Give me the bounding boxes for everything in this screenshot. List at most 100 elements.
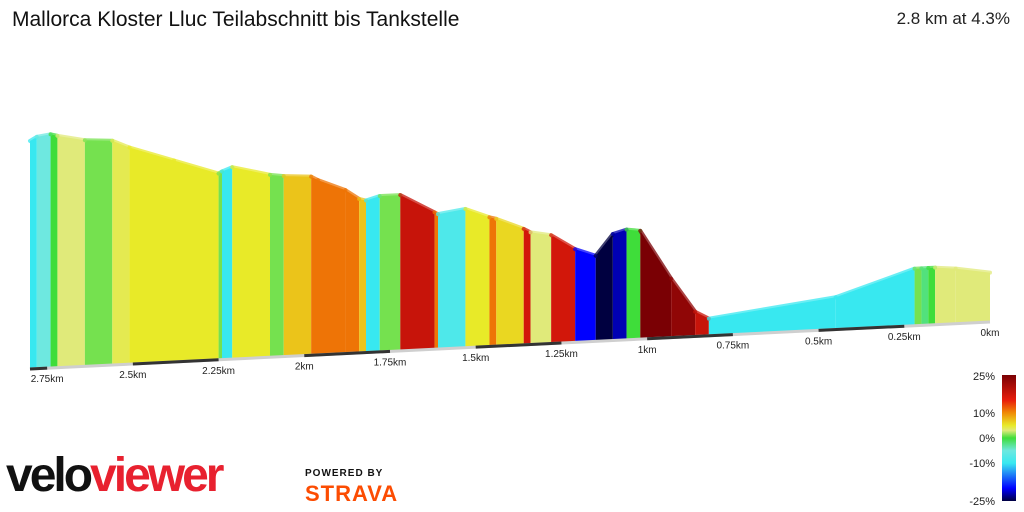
page-title: Mallorca Kloster Lluc Teilabschnitt bis … [12, 8, 460, 31]
profile-segment [626, 229, 641, 340]
logo-viewer-text: viewer [90, 449, 224, 502]
axis-band [304, 349, 391, 358]
profile-top-edge-segment [573, 247, 598, 258]
profile-top-edge-segment [528, 230, 554, 238]
axis-band [29, 366, 48, 371]
profile-segment [914, 268, 922, 326]
x-tick-label: 1km [638, 345, 657, 356]
profile-top-edge-segment [610, 227, 629, 237]
profile-segment [434, 212, 438, 350]
distance-axis [29, 320, 991, 371]
profile-top-edge-segment [494, 216, 526, 231]
segment-summary: 2.8 km at 4.3% [896, 9, 1010, 28]
profile-segment [400, 195, 435, 351]
profile-segment [935, 267, 956, 325]
x-tick-label: 0km [981, 328, 1000, 339]
powered-by-label: POWERED BY [305, 468, 384, 479]
profile-top-edge-segment [127, 145, 176, 163]
profile-top-edge-segment [316, 178, 348, 193]
profile-segment [222, 167, 233, 360]
profile-segment [438, 208, 466, 350]
profile-segment [57, 135, 85, 368]
profile-segment [112, 140, 130, 365]
profile-top-edge-segment [377, 193, 403, 199]
profile-top-edge-segment [82, 138, 115, 143]
profile-segment [311, 176, 318, 356]
profile-top-edge-segment [463, 206, 492, 220]
x-tick-label: 0.25km [888, 332, 921, 343]
profile-segment [50, 134, 58, 368]
profile-top-edge-segment [833, 266, 917, 300]
profile-segment [283, 176, 312, 357]
profile-segment [575, 249, 596, 343]
profile-segment [366, 196, 380, 353]
profile-segment [218, 171, 222, 360]
profile-top-edge [28, 132, 992, 321]
profile-top-edge-segment [364, 194, 382, 203]
profile-top-edge-segment [436, 206, 468, 217]
legend-label: 25% [973, 371, 995, 383]
profile-top-edge-segment [281, 174, 314, 179]
profile-top-edge-segment [933, 265, 958, 271]
logo-velo-text: velo [6, 449, 93, 502]
profile-segment [928, 267, 936, 326]
profile-segments [30, 134, 990, 369]
profile-top-edge-segment [669, 276, 698, 314]
profile-top-edge-segment [624, 227, 643, 233]
legend-label: -25% [969, 496, 995, 508]
x-tick-label: 2.75km [31, 374, 64, 385]
x-tick-label: 2.5km [119, 370, 146, 381]
x-tick-label: 0.5km [805, 336, 832, 347]
axis-band [132, 358, 219, 366]
profile-segment [270, 174, 284, 358]
legend-label: 0% [979, 433, 995, 445]
profile-segment [595, 234, 613, 342]
distance-tick-labels: 2.75km 2.5km 2.25km 2km 1.75km 1.5km 1.25km 1km… [31, 328, 1000, 385]
profile-segment [30, 136, 37, 369]
profile-top-edge-segment [549, 233, 578, 252]
profile-segment [359, 198, 366, 353]
strava-logo: STRAVA [305, 481, 399, 506]
profile-top-edge-segment [230, 165, 272, 177]
profile-segment [955, 268, 990, 324]
x-tick-label: 1.75km [374, 357, 407, 368]
legend-label: 10% [973, 408, 995, 420]
x-tick-label: 1.5km [462, 353, 489, 364]
profile-segment [129, 147, 174, 365]
profile-top-edge-segment [110, 138, 132, 150]
profile-top-edge-segment [343, 188, 362, 201]
profile-top-edge-segment [34, 132, 53, 139]
x-tick-label: 2km [295, 362, 314, 373]
profile-segment [551, 235, 576, 344]
profile-segment [835, 268, 915, 330]
legend-labels: 25% 10% 0% -10% -25% [969, 371, 995, 508]
profile-segment [318, 180, 346, 355]
profile-top-edge-segment [398, 193, 437, 215]
profile-top-edge-segment [55, 133, 87, 143]
profile-top-edge-segment [953, 266, 992, 275]
profile-top-edge-segment [638, 228, 674, 281]
profile-segment [36, 134, 51, 369]
x-tick-label: 0.75km [716, 341, 749, 352]
profile-segment [612, 229, 627, 341]
profile-segment [465, 208, 490, 348]
profile-segment [921, 268, 929, 326]
profile-segment [84, 140, 113, 367]
profile-segment [530, 232, 552, 345]
profile-top-edge-segment [172, 158, 221, 176]
profile-segment [345, 190, 360, 354]
axis-band [475, 341, 562, 349]
legend-label: -10% [969, 458, 995, 470]
profile-segment [671, 278, 696, 338]
profile-segment [379, 195, 401, 352]
veloviewer-logo: veloviewer [6, 449, 224, 502]
x-tick-label: 1.25km [545, 349, 578, 360]
profile-top-edge-segment [693, 309, 711, 321]
profile-segment [640, 230, 672, 340]
profile-top-edge-segment [268, 172, 286, 179]
legend-color-bar [1002, 375, 1016, 501]
axis-band [818, 324, 905, 332]
x-tick-label: 2.25km [202, 366, 235, 377]
profile-segment [489, 217, 497, 347]
